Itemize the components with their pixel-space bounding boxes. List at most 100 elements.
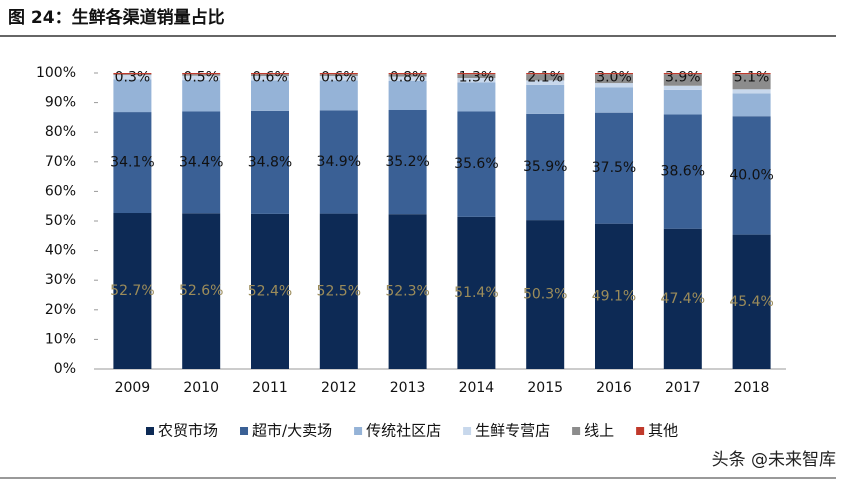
data-label: 0.8%	[390, 69, 426, 85]
data-label: 37.5%	[592, 160, 636, 176]
x-tick-label: 2015	[527, 380, 563, 396]
bar-segment	[319, 75, 358, 81]
bar-segment	[457, 73, 496, 75]
data-label: 52.5%	[317, 283, 361, 299]
y-tick-label: 20%	[45, 302, 76, 318]
bar-segment	[388, 80, 427, 110]
bar-segment	[526, 84, 565, 114]
bar-segment	[113, 74, 152, 76]
bar-segment	[113, 73, 152, 75]
bar-segment	[319, 213, 358, 369]
bar-segment	[457, 216, 496, 369]
bar-segment	[182, 73, 221, 75]
bar-segment	[595, 223, 633, 369]
data-label: 34.4%	[179, 154, 223, 170]
x-tick-label: 2014	[459, 380, 495, 396]
data-label: 1.3%	[459, 69, 495, 85]
y-tick-label: 30%	[45, 272, 76, 288]
bar-segment	[663, 85, 702, 90]
y-tick-label: 80%	[45, 124, 76, 140]
bar-segment	[732, 74, 771, 90]
x-tick-label: 2016	[596, 380, 632, 396]
y-tick-label: 60%	[45, 183, 76, 199]
bar-segment	[457, 82, 496, 112]
data-label: 52.3%	[385, 284, 429, 300]
bar-segment	[319, 80, 358, 111]
bar-segment	[113, 112, 152, 214]
bar-segment	[526, 73, 565, 75]
bar-segment	[526, 80, 565, 85]
bar-segment	[388, 73, 427, 75]
bar-segment	[319, 73, 358, 75]
bar-segment	[251, 74, 289, 76]
x-tick-label: 2010	[183, 380, 219, 396]
bar-segment	[388, 214, 427, 369]
y-tick-label: 10%	[45, 331, 76, 347]
bar-segment	[182, 111, 221, 214]
bar-segment	[663, 114, 702, 229]
bar-segment	[663, 73, 702, 75]
legend-label: 其他	[648, 422, 678, 440]
bar-segment	[182, 74, 221, 76]
legend-label: 传统社区店	[366, 422, 441, 440]
bar-segment	[251, 110, 289, 214]
legend-swatch	[240, 427, 249, 435]
data-label: 51.4%	[454, 285, 498, 301]
data-label: 45.4%	[729, 294, 773, 310]
y-tick-label: 50%	[45, 213, 76, 229]
data-label: 3.0%	[596, 69, 632, 85]
bar-segment	[113, 75, 152, 80]
chart-title: 图 24：生鲜各渠道销量占比	[8, 7, 225, 28]
bar-segment	[182, 80, 221, 112]
bar-segment	[251, 80, 289, 111]
y-tick-label: 40%	[45, 243, 76, 259]
data-label: 34.1%	[110, 155, 154, 171]
bar-segment	[732, 116, 771, 235]
legend-label: 超市/大卖场	[252, 422, 332, 440]
bar-segment	[457, 74, 496, 79]
bar-segment	[388, 74, 427, 77]
bar-segment	[388, 76, 427, 81]
legend-swatch	[146, 427, 154, 435]
bar-segment	[663, 74, 702, 86]
data-label: 50.3%	[523, 287, 567, 303]
x-tick-label: 2011	[252, 380, 288, 396]
bar-segment	[113, 79, 152, 113]
data-label: 38.6%	[661, 164, 705, 180]
x-tick-label: 2013	[390, 380, 426, 396]
legend-swatch	[354, 427, 363, 435]
watermark: 头条 @未来智库	[712, 450, 836, 470]
legend-swatch	[572, 427, 581, 435]
data-label: 52.4%	[248, 283, 292, 299]
bar-segment	[595, 74, 633, 84]
bar-segment	[663, 228, 702, 369]
data-label: 5.1%	[734, 69, 770, 85]
data-label: 52.6%	[179, 283, 223, 299]
x-tick-label: 2018	[734, 380, 770, 396]
data-label: 2.1%	[527, 69, 563, 85]
data-label: 47.4%	[661, 291, 705, 307]
bar-segment	[732, 234, 771, 369]
bar-segment	[388, 110, 427, 215]
legend-label: 农贸市场	[158, 422, 218, 440]
data-label: 0.3%	[115, 69, 151, 85]
y-tick-label: 70%	[45, 154, 76, 170]
data-label: 35.6%	[454, 156, 498, 172]
data-label: 40.0%	[729, 167, 773, 183]
bar-segment	[595, 112, 633, 224]
bar-segment	[526, 113, 565, 221]
data-label: 0.6%	[252, 69, 288, 85]
x-tick-label: 2017	[665, 380, 701, 396]
bar-segment	[595, 73, 633, 75]
bar-segment	[732, 89, 771, 94]
bar-segment	[526, 74, 565, 81]
y-tick-label: 0%	[54, 361, 76, 377]
y-tick-label: 100%	[36, 65, 76, 81]
bar-segment	[526, 220, 565, 369]
data-label: 52.7%	[110, 283, 154, 299]
data-label: 34.9%	[317, 154, 361, 170]
bar-segment	[251, 75, 289, 81]
legend-swatch	[463, 427, 472, 435]
x-tick-label: 2009	[115, 380, 151, 396]
